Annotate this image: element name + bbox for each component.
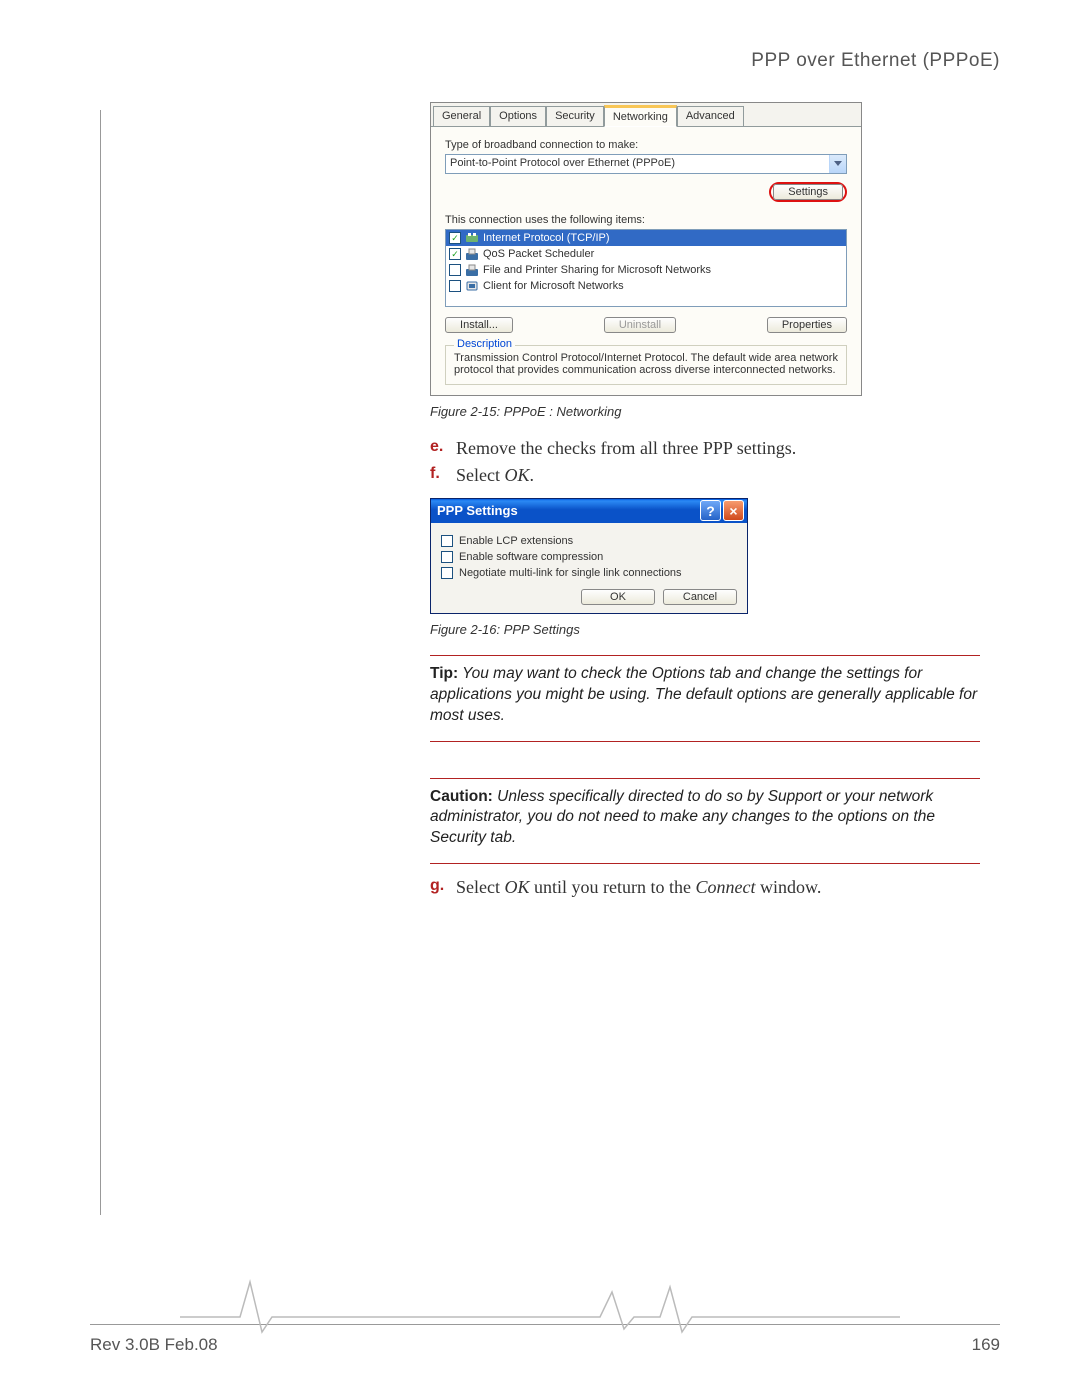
rule <box>430 741 980 742</box>
checkbox-icon[interactable] <box>441 535 453 547</box>
step-f: f. Select OK. <box>430 464 980 487</box>
description-fieldset: Description Transmission Control Protoco… <box>445 345 847 385</box>
ppp-option-row[interactable]: Negotiate multi-link for single link con… <box>441 565 737 581</box>
caution-label: Caution: <box>430 788 493 805</box>
rule <box>430 655 980 656</box>
footer-page-number: 169 <box>972 1335 1000 1355</box>
settings-button[interactable]: Settings <box>773 184 843 200</box>
list-item-label: File and Printer Sharing for Microsoft N… <box>483 264 711 276</box>
step-marker: f. <box>430 464 456 487</box>
checkbox-icon[interactable]: ✓ <box>449 248 461 260</box>
figure-caption-1: Figure 2-15: PPPoE : Networking <box>430 404 980 419</box>
step-text: Remove the checks from all three PPP set… <box>456 437 796 460</box>
checkbox-icon[interactable]: ✓ <box>449 232 461 244</box>
step-text: Select OK until you return to the Connec… <box>456 876 821 899</box>
description-legend: Description <box>454 338 515 350</box>
option-label: Negotiate multi-link for single link con… <box>459 567 682 579</box>
ppp-option-row[interactable]: Enable LCP extensions <box>441 533 737 549</box>
step-marker: e. <box>430 437 456 460</box>
caution-text: Unless specifically directed to do so by… <box>430 788 935 847</box>
description-text: Transmission Control Protocol/Internet P… <box>454 352 838 376</box>
cancel-button[interactable]: Cancel <box>663 589 737 605</box>
combo-value: Point-to-Point Protocol over Ethernet (P… <box>446 155 829 173</box>
tip-text: You may want to check the Options tab an… <box>430 665 977 724</box>
combo-dropdown-icon[interactable] <box>829 155 846 173</box>
tab-general[interactable]: General <box>433 106 490 127</box>
dialog-title: PPP Settings <box>437 503 518 518</box>
install-button[interactable]: Install... <box>445 317 513 333</box>
step-g: g. Select OK until you return to the Con… <box>430 876 980 899</box>
settings-highlight-ring: Settings <box>769 182 847 202</box>
footer: Rev 3.0B Feb.08 169 <box>90 1335 1000 1355</box>
list-item-label: Internet Protocol (TCP/IP) <box>483 232 610 244</box>
caution-note: Caution: Unless specifically directed to… <box>430 787 980 850</box>
list-item-label: QoS Packet Scheduler <box>483 248 594 260</box>
protocol-icon <box>465 231 479 245</box>
footer-rule <box>90 1324 1000 1325</box>
checkbox-icon[interactable] <box>441 551 453 563</box>
figure-caption-2: Figure 2-16: PPP Settings <box>430 622 980 637</box>
rule <box>430 863 980 864</box>
dialog-body: Type of broadband connection to make: Po… <box>431 127 861 395</box>
page-header: PPP over Ethernet (PPPoE) <box>90 50 1000 72</box>
tip-label: Tip: <box>430 665 458 682</box>
main-content: General Options Security Networking Adva… <box>430 102 980 900</box>
ppp-settings-dialog: PPP Settings ? × Enable LCP extensions E… <box>430 498 748 614</box>
ok-button[interactable]: OK <box>581 589 655 605</box>
tab-security[interactable]: Security <box>546 106 604 127</box>
service-icon <box>465 247 479 261</box>
rule <box>430 778 980 779</box>
help-icon[interactable]: ? <box>700 500 721 521</box>
checkbox-icon[interactable] <box>449 264 461 276</box>
ppp-option-row[interactable]: Enable software compression <box>441 549 737 565</box>
dialog-body: Enable LCP extensions Enable software co… <box>431 523 747 613</box>
client-icon <box>465 279 479 293</box>
list-item[interactable]: Client for Microsoft Networks <box>446 278 846 294</box>
step-e: e. Remove the checks from all three PPP … <box>430 437 980 460</box>
step-marker: g. <box>430 876 456 899</box>
networking-dialog: General Options Security Networking Adva… <box>430 102 862 396</box>
uninstall-button: Uninstall <box>604 317 676 333</box>
checkbox-icon[interactable] <box>449 280 461 292</box>
tab-options[interactable]: Options <box>490 106 546 127</box>
page: PPP over Ethernet (PPPoE) General Option… <box>90 50 1000 904</box>
list-item[interactable]: File and Printer Sharing for Microsoft N… <box>446 262 846 278</box>
service-icon <box>465 263 479 277</box>
tip-note: Tip: You may want to check the Options t… <box>430 664 980 727</box>
items-label: This connection uses the following items… <box>445 214 847 226</box>
components-listbox[interactable]: ✓ Internet Protocol (TCP/IP) ✓ QoS Packe… <box>445 229 847 307</box>
heartbeat-decoration <box>180 1267 900 1337</box>
footer-rev: Rev 3.0B Feb.08 <box>90 1335 218 1355</box>
list-item[interactable]: ✓ QoS Packet Scheduler <box>446 246 846 262</box>
tab-networking[interactable]: Networking <box>604 105 677 127</box>
checkbox-icon[interactable] <box>441 567 453 579</box>
tab-bar: General Options Security Networking Adva… <box>431 103 861 127</box>
type-label: Type of broadband connection to make: <box>445 139 847 151</box>
option-label: Enable LCP extensions <box>459 535 573 547</box>
tab-advanced[interactable]: Advanced <box>677 106 744 127</box>
list-item[interactable]: ✓ Internet Protocol (TCP/IP) <box>446 230 846 246</box>
connection-type-combo[interactable]: Point-to-Point Protocol over Ethernet (P… <box>445 154 847 174</box>
option-label: Enable software compression <box>459 551 603 563</box>
step-text: Select OK. <box>456 464 534 487</box>
titlebar: PPP Settings ? × <box>431 499 747 523</box>
close-icon[interactable]: × <box>723 500 744 521</box>
list-item-label: Client for Microsoft Networks <box>483 280 624 292</box>
properties-button[interactable]: Properties <box>767 317 847 333</box>
